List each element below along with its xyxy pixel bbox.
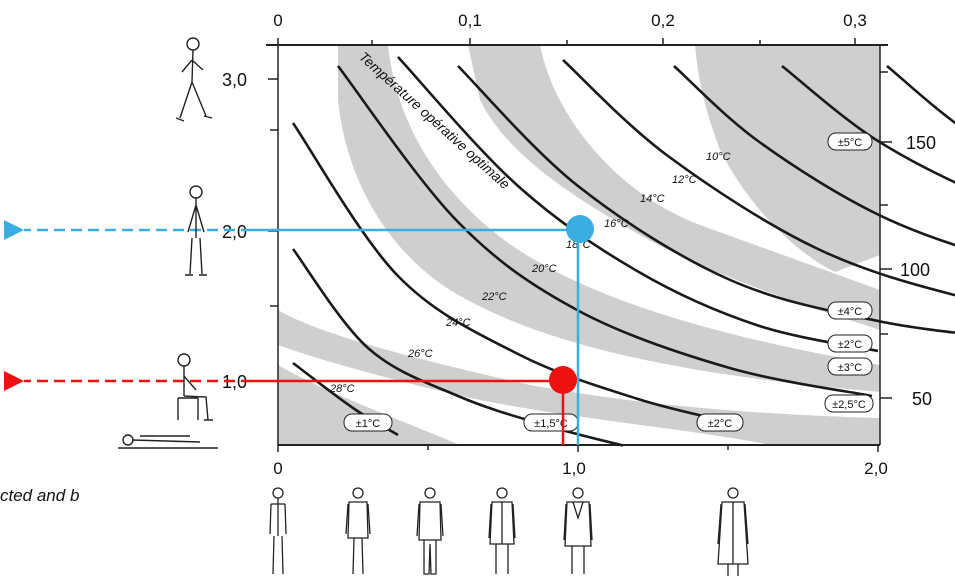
isotherm-label: 20°C xyxy=(531,263,557,275)
tolerance-label: ±1°C xyxy=(356,418,381,430)
coat-figure-icon xyxy=(717,487,749,576)
suit-figure-icon xyxy=(488,487,516,574)
isotherm-label: 10°C xyxy=(706,151,731,163)
tolerance-label: ±3°C xyxy=(838,362,863,374)
isotherm-label: 12°C xyxy=(672,174,697,186)
top-tick-0-1: 0,1 xyxy=(458,11,482,30)
isotherm-curve xyxy=(886,64,955,125)
tolerance-box xyxy=(696,413,744,432)
blue-marker xyxy=(566,215,594,243)
tolerance-label: ±1,5°C xyxy=(534,418,568,430)
seated-person-icon xyxy=(177,353,213,421)
band-right xyxy=(695,45,880,272)
tolerance-box xyxy=(827,357,873,376)
tolerance-box xyxy=(343,413,393,432)
bottom-tick-1-0: 1,0 xyxy=(562,459,586,478)
activity-figures xyxy=(118,37,218,449)
isotherm-curve xyxy=(562,59,955,297)
clothing-figures xyxy=(269,487,749,576)
walking-person-icon xyxy=(175,37,213,122)
band-bottom-left xyxy=(278,365,460,445)
shirt-trousers-figure-icon xyxy=(416,487,444,575)
caption-fragment: cted and b xyxy=(0,486,80,505)
light-clothing-figure-icon xyxy=(345,487,371,575)
standing-person-icon xyxy=(185,185,207,276)
tolerance-box xyxy=(827,334,873,353)
tolerance-labels: ±1°C ±1,5°C ±2°C ±5°C ±4°C ±2°C ±3°C ±2,5°C xyxy=(343,132,874,432)
jacket-figure-icon xyxy=(563,487,593,574)
bottom-tick-2-0: 2,0 xyxy=(864,459,888,478)
reclining-person-icon xyxy=(118,434,218,449)
isotherm-label: 24°C xyxy=(445,317,471,329)
isotherm-label: 26°C xyxy=(407,348,433,360)
right-tick-100: 100 xyxy=(900,260,930,280)
nude-figure-icon xyxy=(269,487,287,575)
bottom-tick-labels: 0 1,0 2,0 xyxy=(273,459,888,478)
right-tick-labels: 50 100 150 xyxy=(900,133,936,409)
isotherm-curve xyxy=(291,122,735,425)
left-tick-2-0: 2,0 xyxy=(222,222,247,242)
tolerance-label: ±2°C xyxy=(838,339,863,351)
band-upper xyxy=(468,45,880,330)
right-tick-150: 150 xyxy=(906,133,936,153)
bottom-tick-0: 0 xyxy=(273,459,282,478)
isotherm-curve xyxy=(781,64,955,184)
isotherm-label: 28°C xyxy=(329,383,355,395)
tolerance-label: ±5°C xyxy=(838,137,863,149)
tolerance-label: ±4°C xyxy=(838,306,863,318)
top-tick-labels: 0 0,1 0,2 0,3 xyxy=(273,11,867,30)
tolerance-box xyxy=(827,132,873,151)
isotherm-curve xyxy=(457,65,955,334)
left-tick-3-0: 3,0 xyxy=(222,70,247,90)
top-tick-0-2: 0,2 xyxy=(651,11,675,30)
top-tick-0: 0 xyxy=(273,11,282,30)
isotherm-label: 16°C xyxy=(604,218,629,230)
right-tick-50: 50 xyxy=(912,389,932,409)
isotherm-curve xyxy=(397,56,879,353)
tolerance-label: ±2°C xyxy=(708,418,733,430)
band-middle xyxy=(338,45,880,392)
isotherm-label: 14°C xyxy=(640,193,665,205)
band-lower xyxy=(278,310,880,445)
tolerance-box xyxy=(824,394,874,413)
top-tick-0-3: 0,3 xyxy=(843,11,867,30)
tolerance-label: ±2,5°C xyxy=(832,399,866,411)
red-marker xyxy=(549,366,577,394)
tolerance-box xyxy=(827,301,873,320)
left-tick-labels: 1,0 2,0 3,0 xyxy=(222,70,247,392)
isotherm-curve xyxy=(673,65,955,247)
isotherm-label: 22°C xyxy=(481,291,507,303)
